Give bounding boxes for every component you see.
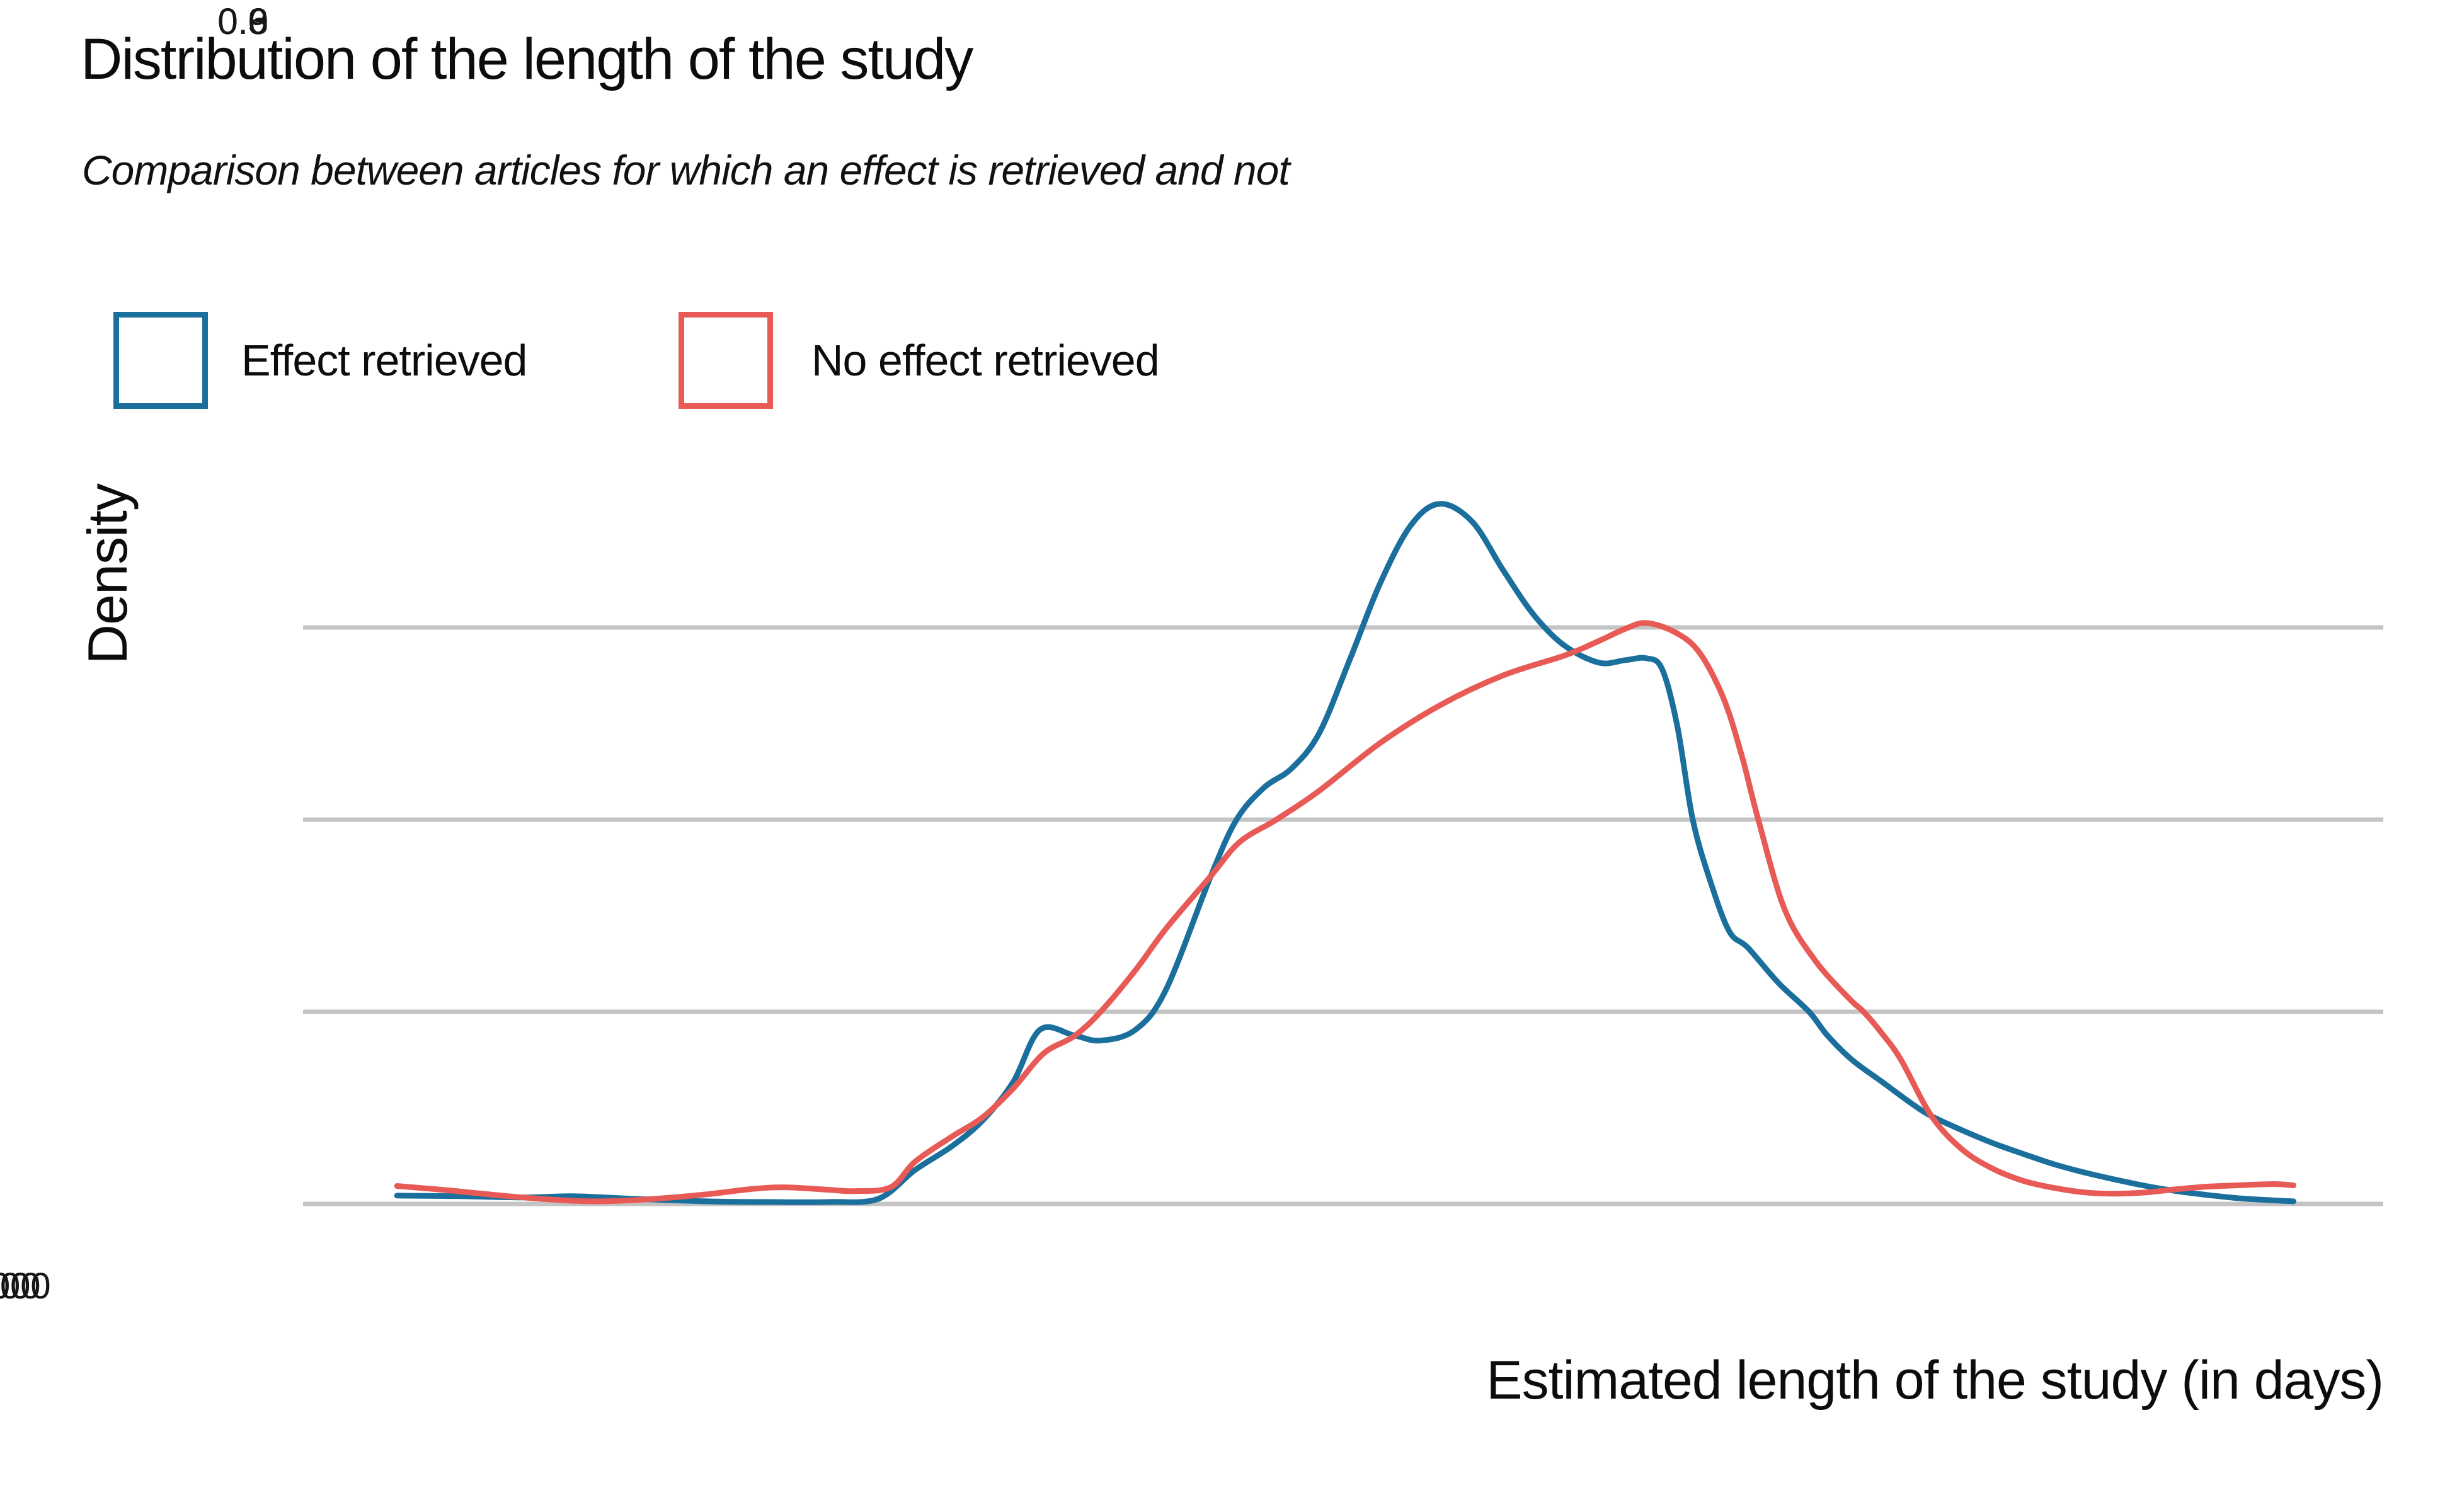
y-tick-0-3: 0.3 (217, 1, 268, 42)
x-tick-10000: 10000 (0, 1266, 51, 1307)
y-tick-0-9: 0.9 (217, 1, 268, 42)
gridlines (303, 625, 2383, 1206)
legend-label-no-effect-retrieved: No effect retrieved (811, 336, 1160, 385)
y-tick-0-0: 0.0 (217, 1, 268, 42)
chart-title: Distribution of the length of the study (81, 27, 973, 91)
y-axis-title: Density (76, 484, 139, 665)
series-line-effect-retrieved (394, 501, 2296, 1205)
series-line-no-effect-retrieved (394, 620, 2296, 1205)
chart-subtitle: Comparison between articles for which an… (82, 147, 1290, 193)
x-tick-1000: 1000 (0, 1266, 41, 1307)
legend-key-effect-retrieved-icon (113, 312, 208, 409)
x-axis-title: Estimated length of the study (in days) (1486, 1350, 2384, 1411)
legend-key-no-effect-retrieved-icon (679, 312, 773, 409)
legend-label-effect-retrieved: Effect retrieved (241, 336, 527, 385)
x-tick-100: 100 (0, 1266, 31, 1307)
y-tick-0-6: 0.6 (217, 1, 268, 42)
